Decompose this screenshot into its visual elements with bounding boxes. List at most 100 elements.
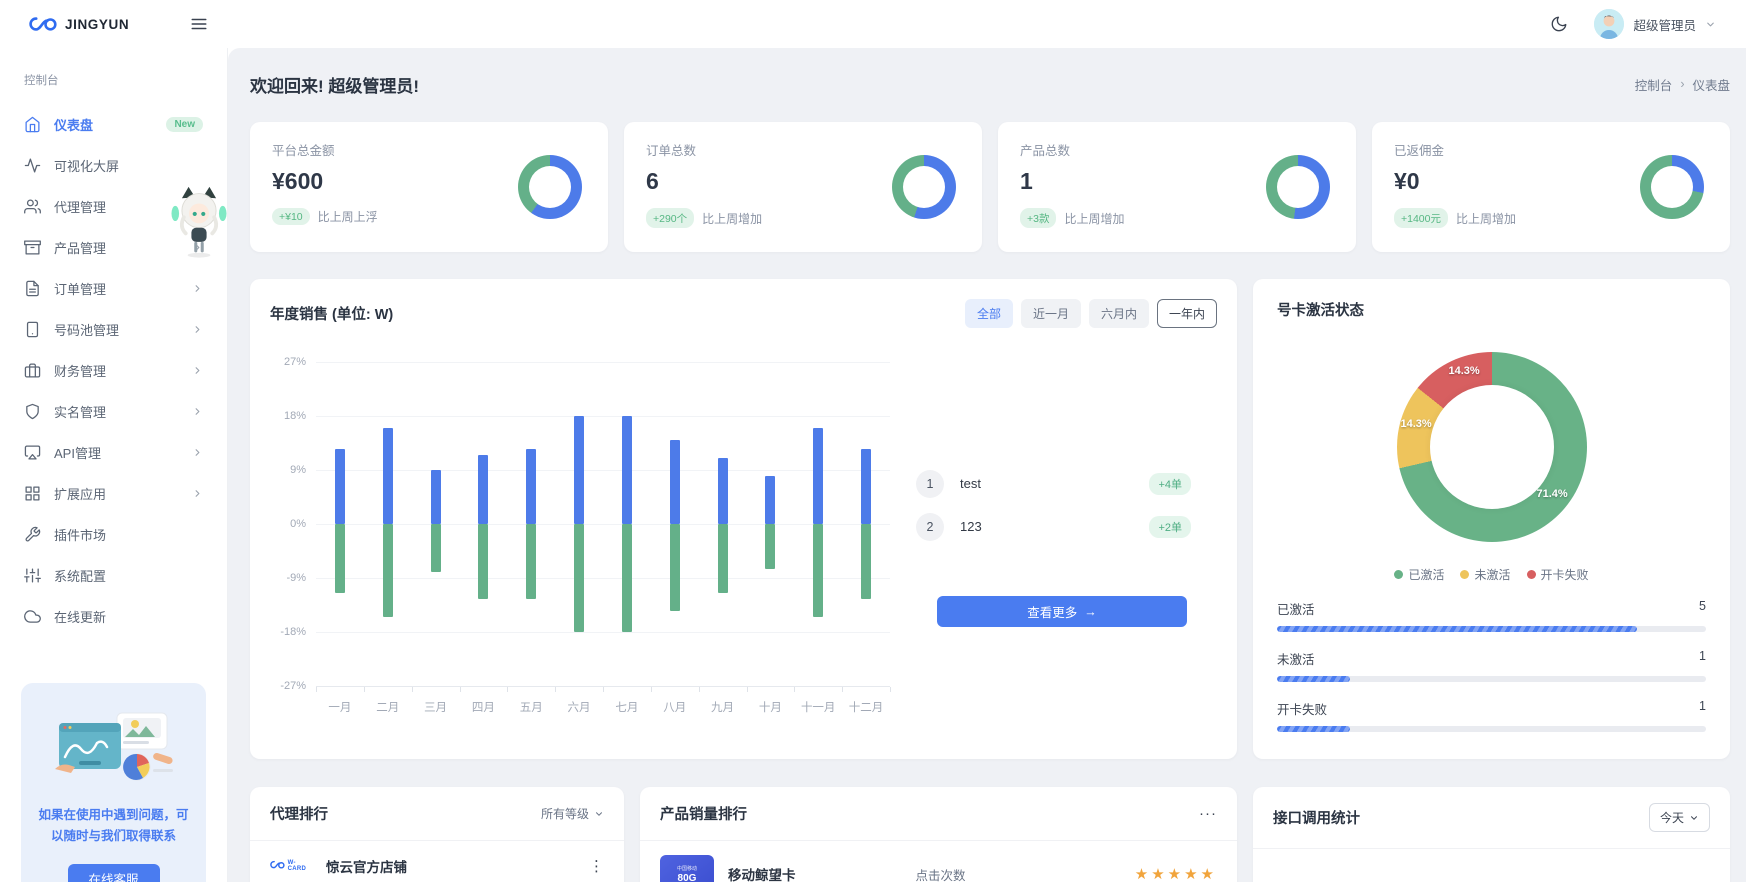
bar-down-二月 <box>382 524 393 617</box>
briefcase-icon <box>24 362 41 379</box>
user-menu[interactable]: 超级管理员 <box>1594 9 1716 39</box>
bar-down-十月 <box>765 524 776 569</box>
more-vertical-icon[interactable]: ⋮ <box>589 858 604 875</box>
activation-row-1: 未激活 1 <box>1277 649 1706 682</box>
bar-up-十二月 <box>861 449 872 524</box>
stat-donut-chart <box>518 155 582 219</box>
rank-row-1[interactable]: 2 123 +2单 <box>916 505 1217 548</box>
chart-filter-3[interactable]: 一年内 <box>1156 299 1217 328</box>
online-support-button[interactable]: 在线客服 <box>67 863 160 882</box>
gridline <box>316 578 890 579</box>
new-badge: New <box>166 117 203 132</box>
stat-value: 6 <box>646 168 659 194</box>
sidebar-item-11[interactable]: 系统配置 <box>0 555 227 596</box>
x-tick-label: 十一月 <box>800 702 836 714</box>
sidebar-item-0[interactable]: 仪表盘 New <box>0 104 227 145</box>
agent-row[interactable]: W-CARD 惊云官方店铺 ⋮ <box>250 841 624 882</box>
chart-filter-0[interactable]: 全部 <box>964 299 1013 328</box>
bar-down-三月 <box>430 524 441 572</box>
x-tick-label: 二月 <box>376 702 400 714</box>
api-stats-title: 接口调用统计 <box>1273 811 1360 827</box>
bar-down-八月 <box>669 524 680 611</box>
product-name: 移动鲸望卡 <box>728 868 796 882</box>
gridline <box>316 632 890 633</box>
stat-card-1: 订单总数 6 +290个 比上周增加 <box>624 122 982 252</box>
sidebar-item-label: 财务管理 <box>54 364 107 379</box>
slice-label-开卡失败: 14.3% <box>1448 365 1480 377</box>
view-more-button[interactable]: 查看更多 → <box>937 596 1187 627</box>
bar-up-八月 <box>669 440 680 524</box>
product-row[interactable]: 中国移动 80G 移动鲸望卡 点击次数 ★★★★★ <box>640 841 1237 882</box>
stat-change-desc: 比上周增加 <box>1456 211 1517 226</box>
menu-toggle-icon[interactable] <box>190 15 208 33</box>
stat-title: 已返佣金 <box>1394 144 1445 158</box>
more-horizontal-icon[interactable]: ··· <box>1199 805 1217 822</box>
sidebar-item-label: API管理 <box>54 446 101 461</box>
product-metric-label: 点击次数 <box>915 868 966 882</box>
sidebar-menu: 仪表盘 New 可视化大屏 代理管理 产品管理 订单管理 号码池管理 财务管理 实名管理 API管… <box>0 104 227 637</box>
chart-filter-2[interactable]: 六月内 <box>1088 299 1149 328</box>
bar-down-五月 <box>526 524 537 599</box>
breadcrumb-dashboard[interactable]: 仪表盘 <box>1692 78 1730 93</box>
rank-row-0[interactable]: 1 test +4单 <box>916 462 1217 505</box>
stat-change-desc: 比上周增加 <box>1064 211 1125 226</box>
axis-tick <box>555 687 557 692</box>
axis-tick <box>507 687 509 692</box>
bar-down-十一月 <box>813 524 824 617</box>
rank-name: test <box>960 476 981 491</box>
bar-down-十二月 <box>861 524 872 599</box>
annual-sales-title: 年度销售 (单位: W) <box>270 307 394 323</box>
y-tick-label: -18% <box>280 626 306 638</box>
mascot-image <box>168 185 230 264</box>
api-range-select[interactable]: 今天 <box>1648 803 1710 832</box>
sidebar-item-9[interactable]: 扩展应用 <box>0 473 227 514</box>
stat-card-2: 产品总数 1 +3款 比上周增加 <box>998 122 1356 252</box>
breadcrumb-console[interactable]: 控制台 <box>1634 78 1673 93</box>
chevron-down-icon <box>1705 19 1716 30</box>
plot-area <box>316 362 890 687</box>
axis-tick <box>603 687 604 692</box>
bar-down-一月 <box>334 524 345 593</box>
legend-item-2[interactable]: 开卡失败 <box>1526 566 1589 583</box>
users-icon <box>24 198 41 215</box>
sidebar-item-label: 扩展应用 <box>54 487 107 502</box>
legend-item-0[interactable]: 已激活 <box>1394 566 1444 583</box>
sidebar-item-12[interactable]: 在线更新 <box>0 596 227 637</box>
agent-level-filter[interactable]: 所有等级 <box>541 805 604 822</box>
sidebar-item-8[interactable]: API管理 <box>0 432 227 473</box>
sidebar-item-10[interactable]: 插件市场 <box>0 514 227 555</box>
x-axis <box>316 686 891 692</box>
rank-change-badge: +2单 <box>1149 515 1191 538</box>
progress-value: 5 <box>1699 599 1706 613</box>
app-logo[interactable]: JINGYUN <box>28 15 129 33</box>
file-text-icon <box>24 280 41 297</box>
progress-label: 开卡失败 <box>1277 703 1328 717</box>
sidebar-item-5[interactable]: 号码池管理 <box>0 309 227 350</box>
stat-value: ¥0 <box>1394 168 1420 194</box>
bar-up-十月 <box>765 476 776 524</box>
rank-number: 2 <box>916 512 944 541</box>
legend-item-1[interactable]: 未激活 <box>1460 566 1511 583</box>
progress-bar <box>1277 626 1706 632</box>
sales-rank-list: 1 test +4单 2 123 +2单 查看更多 → <box>890 362 1217 715</box>
bar-up-十一月 <box>813 428 824 524</box>
sidebar-section-label: 控制台 <box>24 75 59 87</box>
annual-sales-card: 年度销售 (单位: W) 全部 近一月 六月内 一年内 27% 18% 9% 0% -9% -1… <box>250 279 1237 759</box>
bar-up-六月 <box>574 416 585 524</box>
stat-change-badge: +290个 <box>646 208 695 228</box>
sidebar-item-1[interactable]: 可视化大屏 <box>0 145 227 186</box>
progress-value: 1 <box>1699 649 1706 663</box>
x-tick-label: 一月 <box>328 702 352 714</box>
sidebar-item-label: 订单管理 <box>54 282 107 297</box>
chart-filter-1[interactable]: 近一月 <box>1020 299 1081 328</box>
stat-change-desc: 比上周增加 <box>702 211 763 226</box>
main-content: 欢迎回来! 超级管理员! 控制台 › 仪表盘 平台总金额 ¥600 +¥10 比上周上… <box>228 48 1746 882</box>
sidebar-item-7[interactable]: 实名管理 <box>0 391 227 432</box>
chevron-right-icon <box>192 447 203 458</box>
avatar <box>1594 9 1625 39</box>
dark-mode-toggle-icon[interactable] <box>1550 15 1568 33</box>
bar-up-三月 <box>430 470 441 524</box>
sidebar-item-6[interactable]: 财务管理 <box>0 350 227 391</box>
stat-change-desc: 比上周上浮 <box>317 210 378 224</box>
sidebar-item-4[interactable]: 订单管理 <box>0 268 227 309</box>
